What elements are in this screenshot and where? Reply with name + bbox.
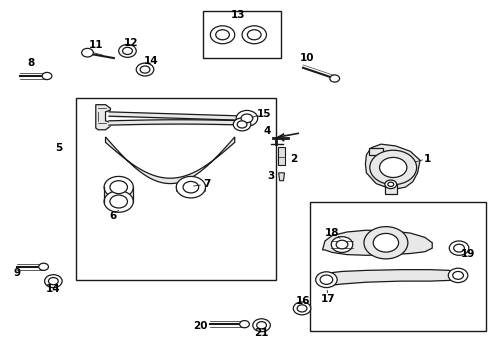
Text: 7: 7: [203, 179, 210, 189]
Text: 13: 13: [230, 10, 245, 20]
Circle shape: [387, 182, 393, 186]
Circle shape: [48, 278, 58, 285]
Circle shape: [237, 121, 246, 128]
Circle shape: [256, 321, 266, 329]
Circle shape: [363, 226, 407, 259]
Circle shape: [44, 275, 62, 288]
Polygon shape: [365, 144, 419, 189]
Text: 18: 18: [325, 228, 339, 238]
Circle shape: [215, 30, 229, 40]
Polygon shape: [105, 137, 234, 184]
Text: 14: 14: [143, 56, 158, 66]
Bar: [384, 184, 396, 194]
Circle shape: [453, 244, 464, 252]
Circle shape: [39, 263, 48, 270]
Circle shape: [447, 268, 467, 283]
Circle shape: [183, 181, 198, 193]
Text: 6: 6: [109, 211, 116, 221]
Circle shape: [104, 191, 133, 212]
Circle shape: [241, 114, 252, 123]
Text: 11: 11: [88, 40, 103, 50]
Circle shape: [81, 48, 93, 57]
Circle shape: [42, 72, 52, 80]
Text: 20: 20: [193, 321, 207, 331]
Circle shape: [236, 111, 257, 126]
Circle shape: [297, 305, 306, 312]
Circle shape: [452, 271, 463, 279]
Circle shape: [252, 319, 270, 332]
Bar: [104, 187, 133, 202]
Circle shape: [384, 180, 396, 189]
Circle shape: [122, 47, 132, 54]
Bar: [310, 202, 485, 330]
Circle shape: [233, 118, 250, 131]
Circle shape: [369, 150, 416, 185]
Circle shape: [242, 26, 266, 44]
Circle shape: [320, 275, 332, 284]
Circle shape: [335, 240, 347, 249]
Circle shape: [136, 63, 154, 76]
Circle shape: [210, 26, 234, 44]
Polygon shape: [278, 173, 284, 181]
Bar: [330, 241, 352, 248]
Text: 8: 8: [28, 58, 35, 68]
Text: 5: 5: [56, 143, 62, 153]
Text: 1: 1: [423, 154, 430, 164]
Text: 4: 4: [263, 126, 270, 136]
Text: 19: 19: [460, 248, 474, 258]
Text: 16: 16: [295, 296, 309, 306]
Circle shape: [330, 237, 352, 252]
Bar: [203, 12, 281, 58]
Text: 2: 2: [289, 154, 296, 164]
Text: 10: 10: [299, 53, 313, 63]
Circle shape: [110, 181, 127, 194]
Bar: [76, 98, 276, 280]
Circle shape: [140, 66, 150, 73]
Circle shape: [176, 176, 205, 198]
Circle shape: [239, 320, 249, 328]
Circle shape: [247, 30, 261, 40]
Polygon shape: [320, 270, 461, 286]
Circle shape: [379, 157, 406, 177]
Text: 17: 17: [321, 294, 335, 304]
Circle shape: [372, 233, 398, 252]
Circle shape: [110, 195, 127, 208]
Text: 14: 14: [46, 284, 61, 294]
Circle shape: [119, 44, 136, 57]
Circle shape: [329, 75, 339, 82]
Text: 9: 9: [13, 267, 20, 278]
Text: 21: 21: [254, 328, 268, 338]
Text: 12: 12: [124, 38, 138, 48]
Bar: [277, 147, 285, 165]
Text: 3: 3: [266, 171, 274, 181]
Bar: [368, 148, 383, 155]
Polygon shape: [96, 105, 110, 130]
Circle shape: [448, 241, 468, 255]
Circle shape: [293, 302, 310, 315]
Polygon shape: [322, 230, 431, 255]
Text: 15: 15: [256, 109, 271, 119]
Circle shape: [104, 176, 133, 198]
Circle shape: [315, 272, 336, 288]
